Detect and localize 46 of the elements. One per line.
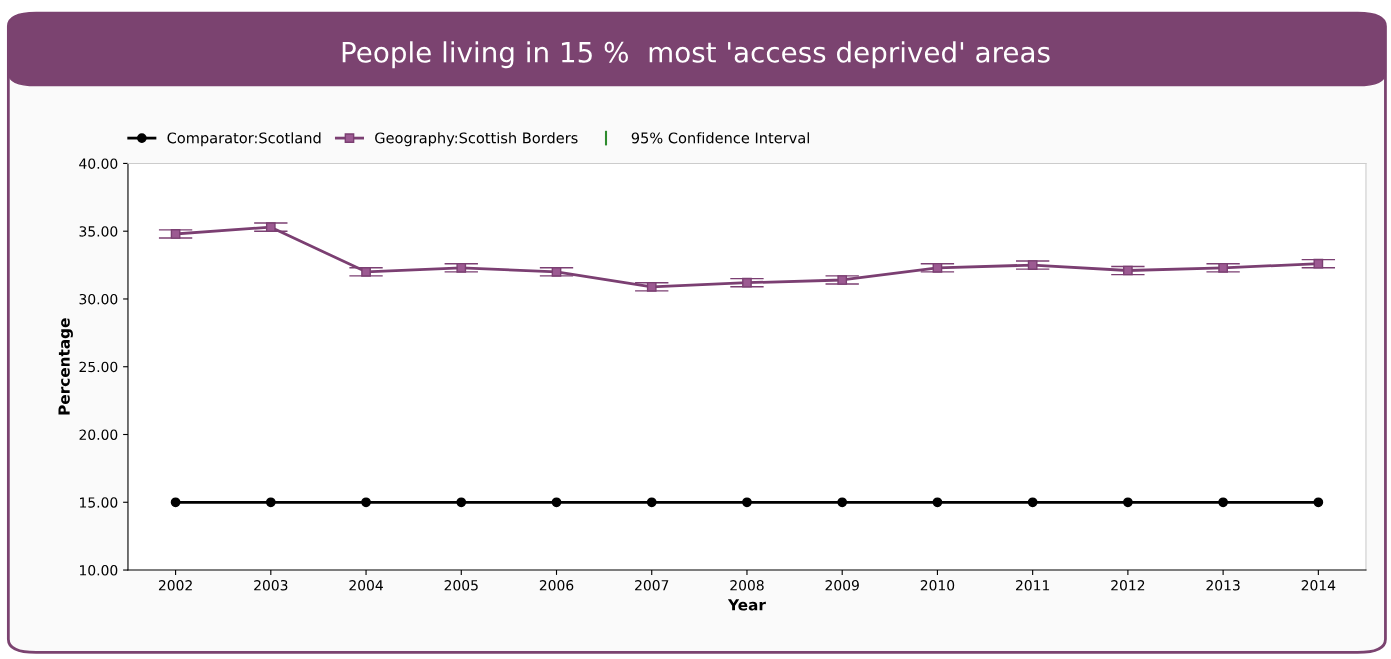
point xyxy=(1123,497,1133,508)
x-tick-label: 2008 xyxy=(730,580,764,591)
y-tick-label: 20.00 xyxy=(79,429,118,440)
y-tick-label: 10.00 xyxy=(80,565,118,576)
x-tick-label: 2010 xyxy=(920,580,955,591)
point xyxy=(265,497,276,508)
y-axis-title: Percentage xyxy=(58,318,73,415)
point xyxy=(361,497,371,508)
text: 95% Confidence Interval xyxy=(631,132,809,144)
point xyxy=(1027,260,1038,270)
point xyxy=(837,275,848,285)
point xyxy=(1313,258,1324,269)
point xyxy=(1123,265,1133,276)
point xyxy=(1313,497,1324,508)
y-tick-label: 25.00 xyxy=(79,361,118,373)
x-axis-title: Year xyxy=(727,599,766,611)
y-tick-label: 40.00 xyxy=(79,158,118,169)
y-tick-label: 15.00 xyxy=(80,497,118,508)
y-tick-label: 30.00 xyxy=(79,293,118,305)
x-tick-label: 2003 xyxy=(254,580,288,591)
x-tick-label: 2012 xyxy=(1111,580,1145,591)
point xyxy=(932,497,943,508)
legend-label: Geography:Scottish Borders xyxy=(375,132,578,147)
x-tick-label: 2009 xyxy=(825,580,859,591)
x-tick-label: 2006 xyxy=(539,580,574,591)
point xyxy=(1027,497,1038,508)
point xyxy=(170,229,181,239)
x-tick-label: 2002 xyxy=(158,580,192,591)
point xyxy=(742,277,752,288)
legend-label: Comparator:Scotland xyxy=(167,132,321,147)
x-tick-label: 2011 xyxy=(1016,580,1050,591)
point xyxy=(456,497,467,508)
x-tick-label: 2004 xyxy=(349,580,383,591)
x-tick-label: 2013 xyxy=(1206,580,1240,591)
chart-title: People living in 15 % most 'access deprived' areas xyxy=(342,41,1050,69)
point xyxy=(170,497,181,508)
x-tick-label: 2005 xyxy=(444,580,478,591)
point xyxy=(1218,497,1228,508)
x-tick-label: 2007 xyxy=(635,580,669,591)
point xyxy=(837,497,848,508)
point xyxy=(646,497,657,508)
y-tick-label: 35.00 xyxy=(79,226,118,237)
point xyxy=(551,497,562,508)
point xyxy=(742,497,752,508)
x-tick-label: 2014 xyxy=(1301,580,1336,591)
point xyxy=(265,222,276,232)
